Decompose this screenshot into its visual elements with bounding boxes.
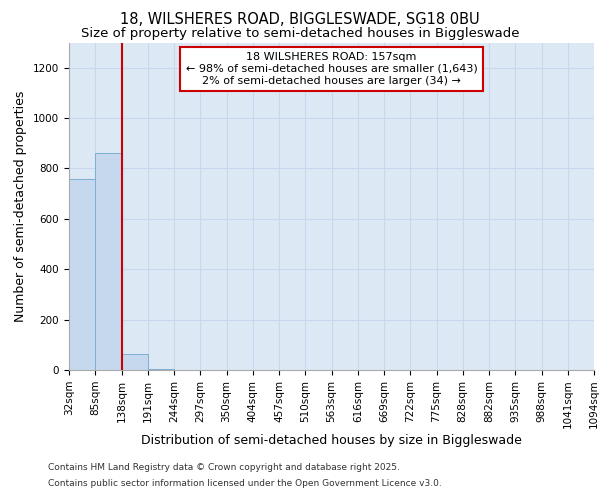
Text: Size of property relative to semi-detached houses in Biggleswade: Size of property relative to semi-detach… [81,28,519,40]
Text: Contains HM Land Registry data © Crown copyright and database right 2025.: Contains HM Land Registry data © Crown c… [48,464,400,472]
X-axis label: Distribution of semi-detached houses by size in Biggleswade: Distribution of semi-detached houses by … [141,434,522,447]
Text: Contains public sector information licensed under the Open Government Licence v3: Contains public sector information licen… [48,478,442,488]
Bar [121,354,148,370]
Text: 18, WILSHERES ROAD, BIGGLESWADE, SG18 0BU: 18, WILSHERES ROAD, BIGGLESWADE, SG18 0B… [120,12,480,28]
Y-axis label: Number of semi-detached properties: Number of semi-detached properties [14,90,28,322]
Bar [148,369,174,370]
Bar [95,154,121,370]
Text: 18 WILSHERES ROAD: 157sqm
← 98% of semi-detached houses are smaller (1,643)
2% o: 18 WILSHERES ROAD: 157sqm ← 98% of semi-… [185,52,478,86]
Bar [69,178,95,370]
